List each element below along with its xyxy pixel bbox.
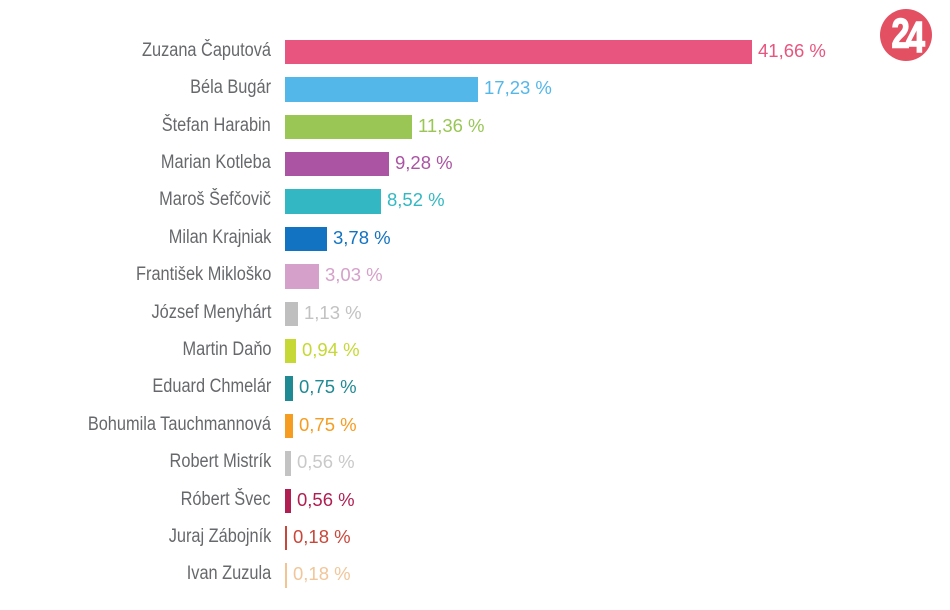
svg-text:2: 2 xyxy=(892,10,910,57)
svg-text:4: 4 xyxy=(906,13,925,61)
